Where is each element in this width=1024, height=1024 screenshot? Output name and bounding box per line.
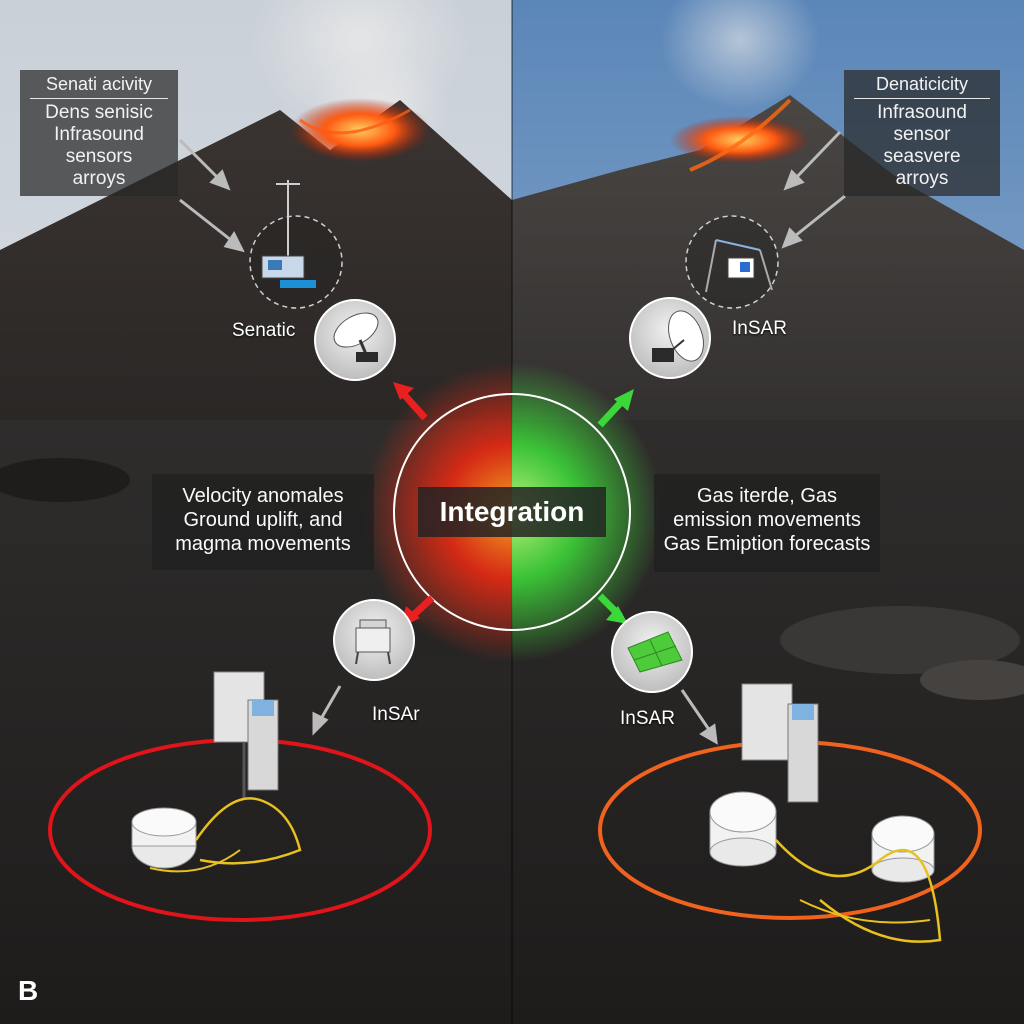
right-solar-icon — [612, 612, 692, 692]
right-label-line: seasvere — [844, 146, 1000, 168]
integration-label: Integration — [418, 487, 606, 537]
left-insar-tag: InSAr — [372, 704, 420, 726]
left-label-line: arroys — [20, 168, 178, 190]
right-description-box: Gas iterde, Gas emission movements Gas E… — [654, 474, 880, 572]
right-label-line: arroys — [844, 168, 1000, 190]
left-description-line: Velocity anomales — [160, 484, 366, 508]
right-description-line: emission movements — [662, 508, 872, 532]
left-description-box: Velocity anomales Ground uplift, and mag… — [152, 474, 374, 570]
seismic-tag: Senatic — [232, 320, 295, 342]
left-label-line: Dens senisic — [20, 102, 178, 124]
right-label-line: sensor — [844, 124, 1000, 146]
left-description-line: Ground uplift, and — [160, 508, 366, 532]
left-label-title: Senati acivity — [30, 70, 168, 99]
left-label-line: sensors — [20, 146, 178, 168]
left-label-box: Senati acivity Dens senisic Infrasound s… — [20, 70, 178, 196]
left-label-line: Infrasound — [20, 124, 178, 146]
right-insar-bottom-tag: InSAR — [620, 708, 675, 730]
right-label-title: Denaticicity — [854, 70, 990, 99]
panel-letter: B — [18, 975, 38, 1007]
right-dish-icon — [630, 298, 710, 378]
right-description-line: Gas iterde, Gas — [662, 484, 872, 508]
left-box-icon — [334, 600, 414, 680]
right-insar-top-tag: InSAR — [732, 318, 787, 340]
left-dish-icon — [315, 300, 395, 380]
right-tripod-icon — [686, 216, 778, 308]
right-description-line: Gas Emiption forecasts — [662, 532, 872, 556]
left-description-line: magma movements — [160, 532, 366, 556]
right-label-line: Infrasound — [844, 102, 1000, 124]
right-label-box: Denaticicity Infrasound sensor seasvere … — [844, 70, 1000, 196]
